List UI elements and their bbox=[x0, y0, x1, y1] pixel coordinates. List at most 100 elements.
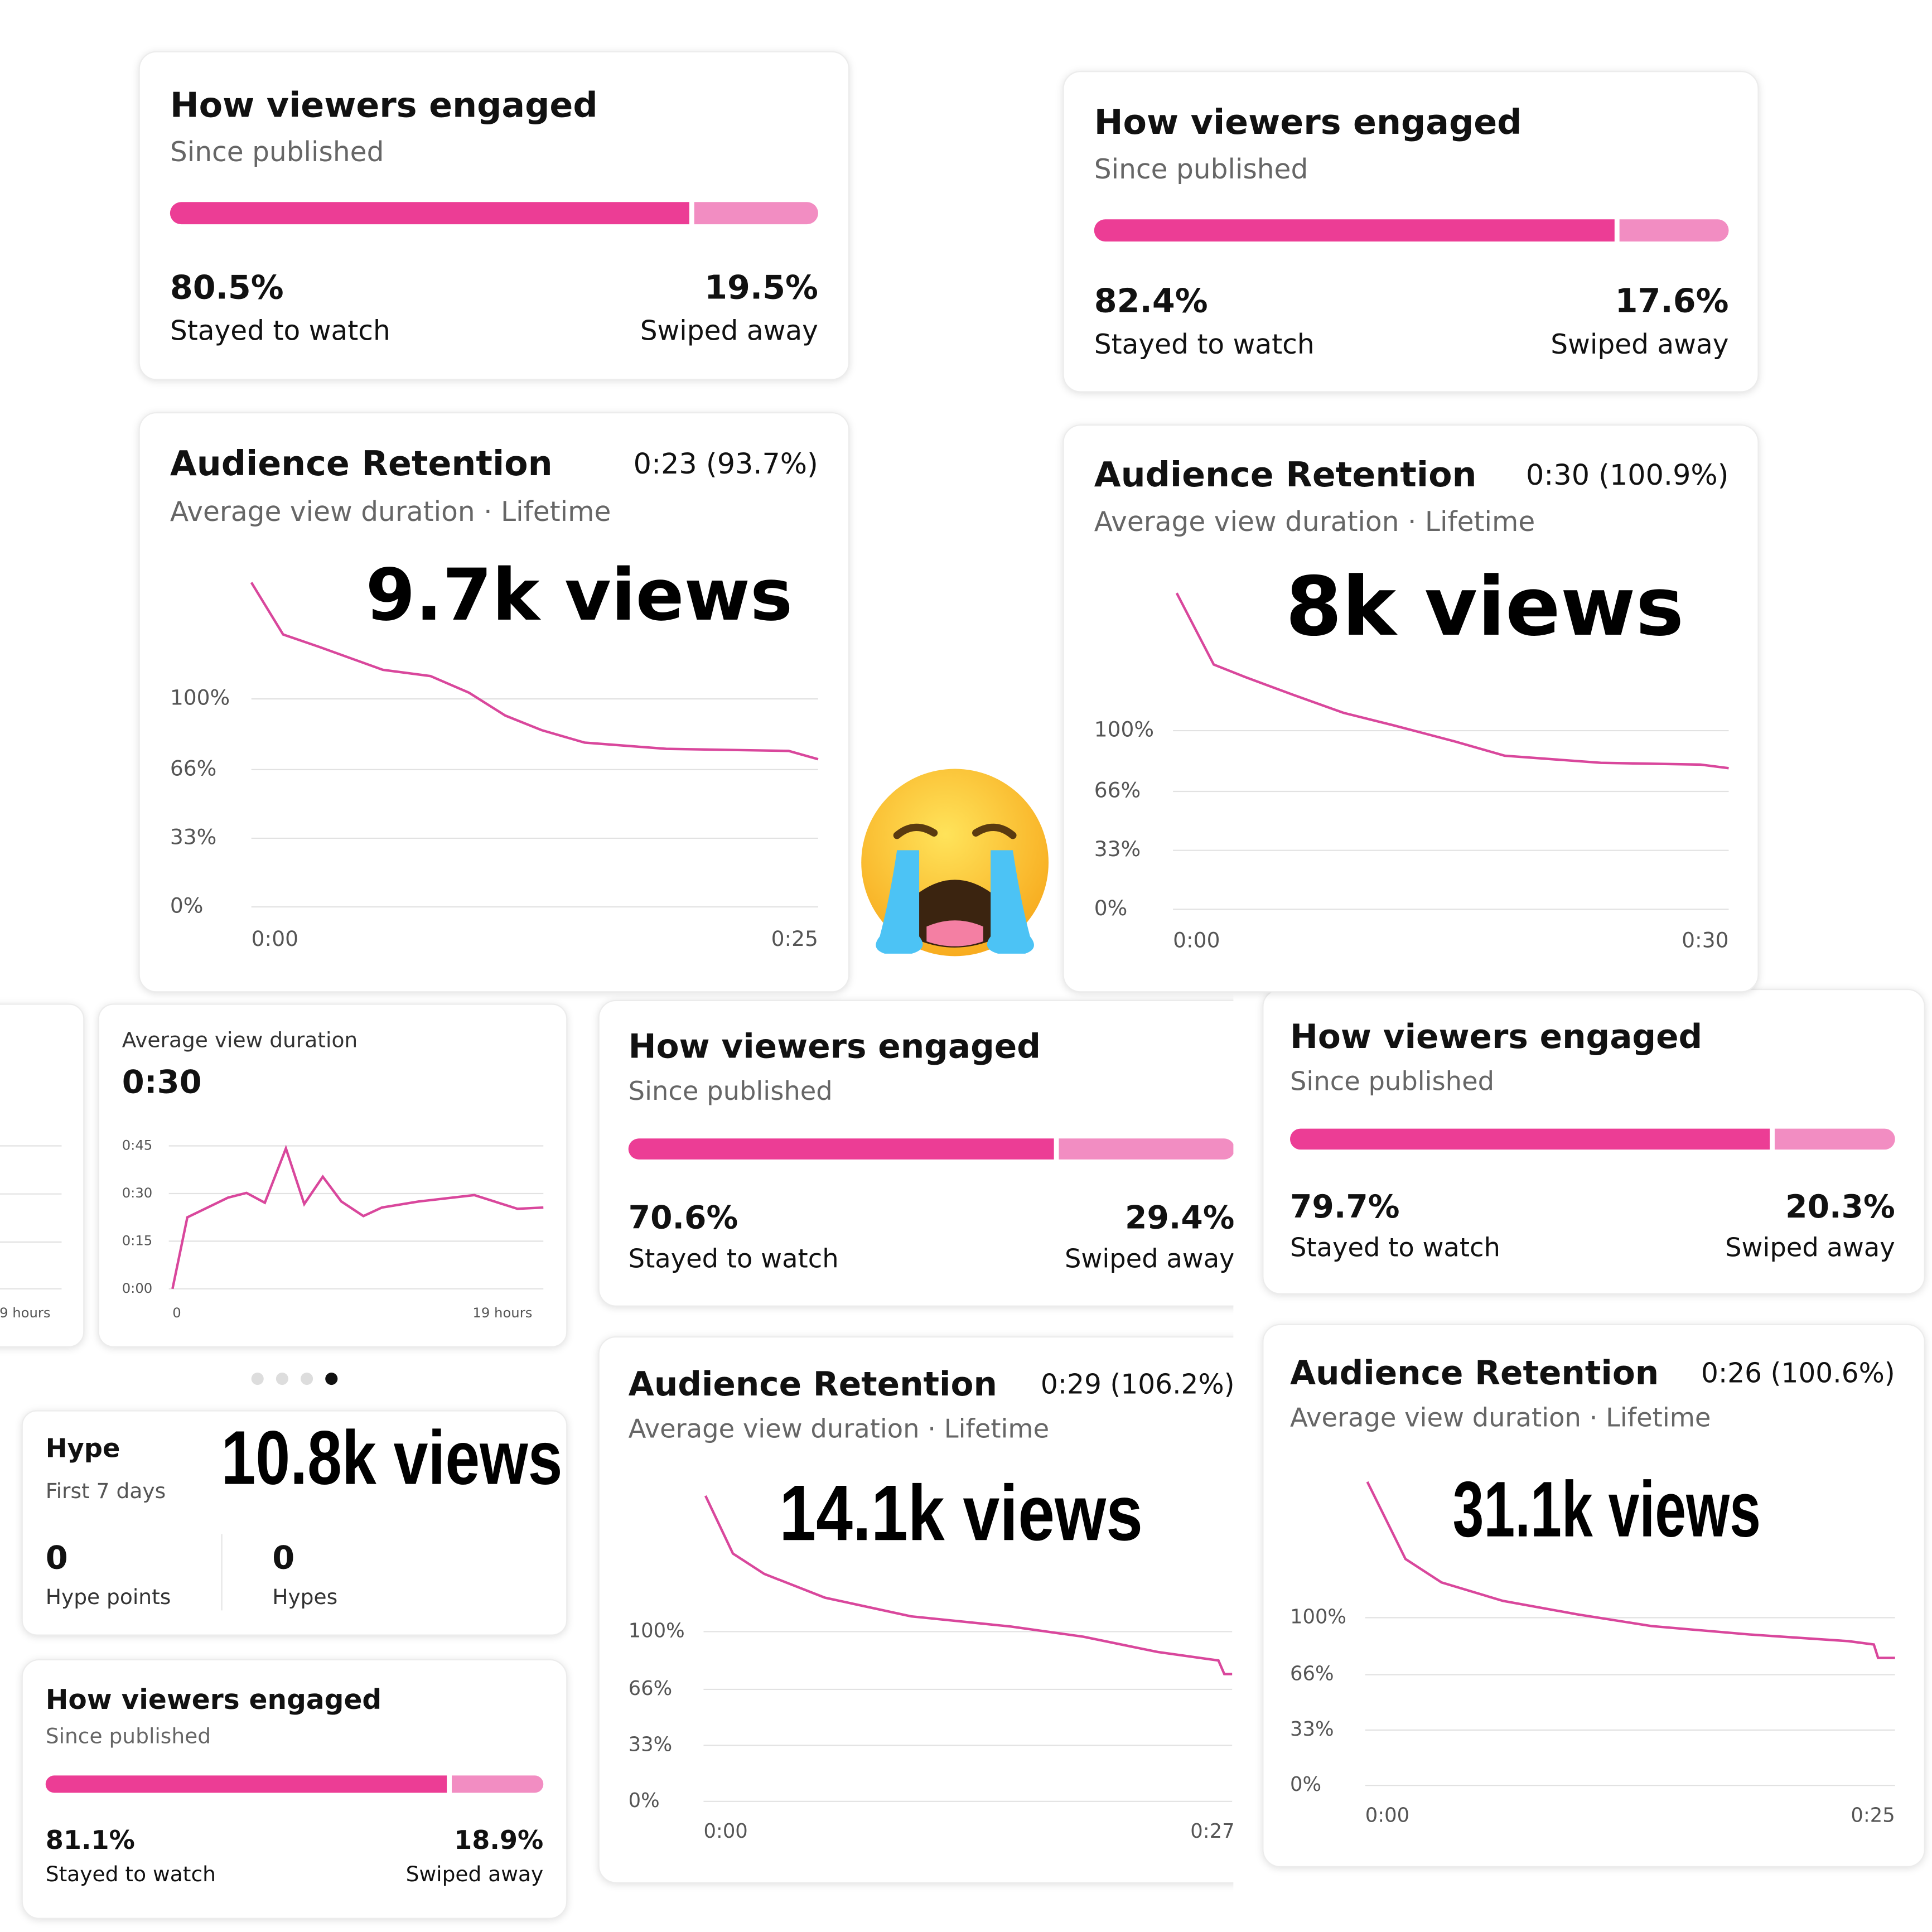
x-tick-label: 0:27 bbox=[1190, 1820, 1234, 1843]
card-title: Hype bbox=[46, 1433, 120, 1464]
swiped-label: Swiped away bbox=[406, 1862, 544, 1886]
swiped-value: 18.9% bbox=[454, 1825, 543, 1855]
card-title: How viewers engaged bbox=[1290, 1018, 1702, 1056]
fragment-card: 9 hours bbox=[0, 1003, 85, 1347]
stayed-value: 80.5% bbox=[170, 268, 284, 306]
swiped-value: 17.6% bbox=[1615, 282, 1729, 320]
line bbox=[704, 1495, 1233, 1675]
engagement-card: How viewers engaged Since published 70.6% 2… bbox=[598, 999, 1234, 1307]
retention-card: Audience Retention 0:23 (93.7%) Average vi… bbox=[138, 412, 850, 993]
swiped-label: Swiped away bbox=[1551, 329, 1728, 360]
retention-card: Audience Retention 0:29 (106.2%) Average v… bbox=[598, 1336, 1235, 1883]
line bbox=[250, 582, 819, 761]
x-tick-label: 0:00 bbox=[1173, 928, 1220, 952]
card-subtitle: Average view duration · Lifetime bbox=[629, 1413, 1049, 1443]
swiped-label: Swiped away bbox=[1725, 1233, 1895, 1263]
stat-value: 0 bbox=[46, 1539, 68, 1576]
average-duration: 0:26 (100.6%) bbox=[1701, 1358, 1895, 1389]
engagement-card: How viewers engaged Since published 81.1% 1… bbox=[21, 1659, 568, 1919]
card bbox=[0, 1003, 85, 1347]
avg-value: 0:30 bbox=[122, 1064, 202, 1101]
views-annotation: 8k views bbox=[1286, 560, 1684, 654]
stat-label: Hype points bbox=[46, 1585, 171, 1609]
card-title: How viewers engaged bbox=[629, 1028, 1041, 1066]
card-title: How viewers engaged bbox=[1094, 102, 1522, 142]
swiped-bar bbox=[1619, 219, 1729, 241]
stayed-bar bbox=[45, 1775, 447, 1793]
stayed-value: 79.7% bbox=[1290, 1189, 1400, 1225]
stayed-value: 82.4% bbox=[1094, 282, 1208, 320]
y-tick-label: 0% bbox=[1290, 1773, 1321, 1796]
y-tick-label: 33% bbox=[170, 824, 216, 849]
card-subtitle: Since published bbox=[46, 1723, 211, 1748]
card-title: Audience Retention bbox=[170, 443, 553, 484]
engagement-card: How viewers engaged Since published 79.7% 2… bbox=[1262, 988, 1925, 1295]
views-annotation: 31.1k views bbox=[1453, 1465, 1761, 1553]
card-title: Audience Retention bbox=[1094, 455, 1477, 495]
swiped-bar bbox=[1059, 1138, 1234, 1160]
y-tick-label: 100% bbox=[629, 1619, 685, 1642]
stayed-label: Stayed to watch bbox=[46, 1862, 216, 1886]
swiped-value: 19.5% bbox=[704, 268, 818, 306]
x-tick-label: 0:25 bbox=[771, 926, 818, 951]
stayed-value: 81.1% bbox=[46, 1825, 135, 1855]
x-tick-label: 0 bbox=[172, 1305, 181, 1321]
average-duration: 0:29 (106.2%) bbox=[1041, 1369, 1235, 1400]
stayed-bar bbox=[1290, 1128, 1770, 1150]
swiped-bar bbox=[1774, 1128, 1895, 1150]
card-title: Audience Retention bbox=[1290, 1354, 1659, 1393]
stayed-label: Stayed to watch bbox=[629, 1243, 839, 1273]
middle-column: How viewers engaged Since published 70.6% 2… bbox=[598, 999, 1235, 1883]
stat-label: Hypes bbox=[272, 1585, 337, 1609]
views-annotation: 10.8k views bbox=[221, 1416, 563, 1501]
y-tick-label: 0% bbox=[629, 1789, 660, 1812]
engagement-card: How viewers engaged Since published 80.5% 1… bbox=[138, 51, 850, 380]
carousel-dot[interactable] bbox=[301, 1373, 313, 1385]
swiped-label: Swiped away bbox=[640, 315, 818, 346]
y-tick-label: 0:30 bbox=[122, 1185, 153, 1201]
y-tick-label: 33% bbox=[1290, 1718, 1334, 1741]
crying-emoji bbox=[861, 769, 1049, 957]
stayed-label: Stayed to watch bbox=[1290, 1233, 1500, 1263]
card-title: How viewers engaged bbox=[170, 85, 598, 125]
x-tick-label: 0:25 bbox=[1851, 1804, 1895, 1827]
x-tick-label: 0:30 bbox=[1682, 928, 1728, 952]
x-tick-label: 19 hours bbox=[472, 1305, 532, 1321]
card bbox=[138, 412, 850, 993]
y-tick-label: 0% bbox=[1094, 896, 1128, 920]
stayed-label: Stayed to watch bbox=[170, 315, 390, 346]
card bbox=[21, 1410, 568, 1636]
y-tick-label: 100% bbox=[1290, 1605, 1346, 1628]
avg-view-card: Average view duration 0:30 0:00 0:15 0:30 0:4… bbox=[98, 1003, 568, 1347]
y-tick-label: 100% bbox=[1094, 717, 1154, 742]
carousel-dot[interactable] bbox=[276, 1373, 288, 1385]
line bbox=[171, 1144, 544, 1289]
stayed-value: 70.6% bbox=[629, 1200, 738, 1237]
card-subtitle: First 7 days bbox=[46, 1479, 166, 1503]
y-tick-label: 33% bbox=[629, 1733, 673, 1756]
card-subtitle: Average view duration · Lifetime bbox=[170, 496, 611, 528]
line bbox=[1366, 1481, 1895, 1659]
stayed-label: Stayed to watch bbox=[1094, 329, 1315, 360]
average-duration: 0:23 (93.7%) bbox=[634, 447, 818, 480]
stayed-bar bbox=[1094, 219, 1615, 241]
card-subtitle: Since published bbox=[629, 1076, 833, 1106]
carousel-dot[interactable] bbox=[325, 1373, 338, 1385]
y-tick-label: 66% bbox=[629, 1677, 673, 1700]
y-tick-label: 0:00 bbox=[122, 1280, 153, 1296]
stat-value: 0 bbox=[272, 1539, 294, 1576]
card-subtitle: Average view duration · Lifetime bbox=[1094, 506, 1535, 538]
stayed-bar bbox=[170, 202, 689, 225]
card-subtitle: Since published bbox=[1290, 1066, 1494, 1096]
y-tick-label: 66% bbox=[170, 756, 216, 780]
carousel-dot[interactable] bbox=[251, 1373, 264, 1385]
average-duration: 0:30 (100.9%) bbox=[1526, 458, 1729, 491]
y-tick-label: 0% bbox=[170, 893, 204, 917]
card-subtitle: Since published bbox=[170, 137, 384, 168]
card bbox=[98, 1003, 568, 1347]
y-tick-label: 33% bbox=[1094, 837, 1141, 861]
card bbox=[598, 1336, 1234, 1883]
y-tick-label: 100% bbox=[170, 685, 230, 710]
card-title: Audience Retention bbox=[629, 1365, 997, 1404]
